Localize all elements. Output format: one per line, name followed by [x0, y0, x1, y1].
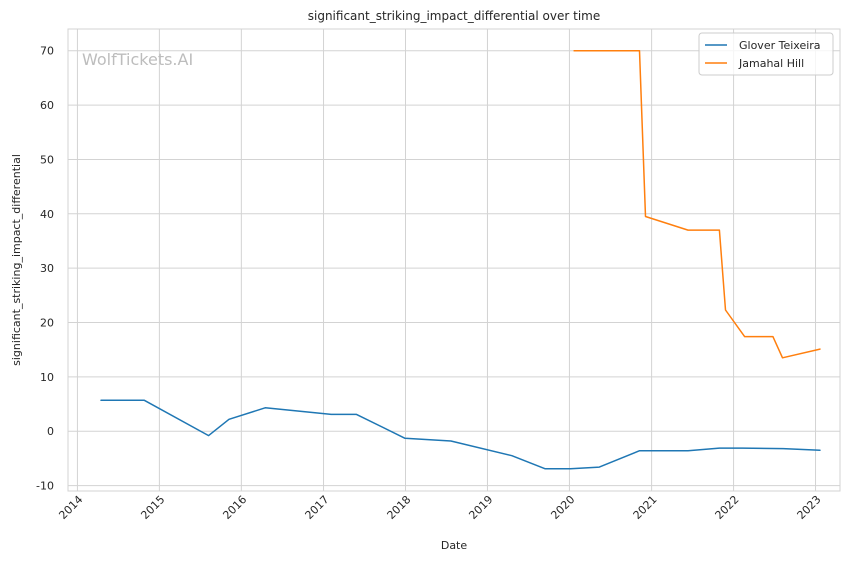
legend: Glover Teixeira Jamahal Hill — [698, 32, 834, 76]
y-tick-label: 50 — [40, 153, 54, 166]
y-tick-label: 0 — [47, 425, 54, 438]
x-axis-ticks: 2014 2015 2016 2017 2018 2019 2020 2021 2022 2023 — [56, 493, 823, 522]
x-tick-label: 2021 — [631, 493, 660, 522]
legend-box — [698, 32, 834, 76]
legend-label-1: Glover Teixeira — [739, 39, 821, 52]
x-tick-label: 2015 — [138, 493, 167, 522]
legend-label-2: Jamahal Hill — [738, 57, 804, 70]
y-tick-label: 10 — [40, 371, 54, 384]
series-line-2 — [573, 49, 821, 359]
y-tick-label: 40 — [40, 208, 54, 221]
y-tick-label: -10 — [36, 480, 54, 493]
y-tick-label: 20 — [40, 317, 54, 330]
x-tick-label: 2018 — [385, 493, 414, 522]
x-tick-label: 2023 — [795, 493, 824, 522]
y-axis-ticks: -10 0 10 20 30 40 50 60 70 — [36, 45, 54, 493]
watermark-text: WolfTickets.AI — [82, 50, 193, 69]
series-line-1 — [100, 399, 821, 470]
x-tick-label: 2016 — [220, 493, 249, 522]
x-tick-label: 2014 — [56, 493, 85, 522]
y-axis-label: significant_striking_impact_differential — [10, 154, 23, 366]
x-axis-label: Date — [441, 539, 468, 552]
series-layer — [100, 49, 821, 470]
plot-frame — [67, 28, 841, 492]
y-tick-label: 60 — [40, 99, 54, 112]
x-tick-label: 2017 — [303, 493, 332, 522]
y-tick-label: 30 — [40, 262, 54, 275]
y-tick-label: 70 — [40, 45, 54, 58]
x-tick-label: 2022 — [713, 493, 742, 522]
grid — [68, 29, 840, 491]
x-tick-label: 2020 — [548, 493, 577, 522]
chart-title: significant_striking_impact_differential… — [308, 9, 600, 23]
x-tick-label: 2019 — [466, 493, 495, 522]
